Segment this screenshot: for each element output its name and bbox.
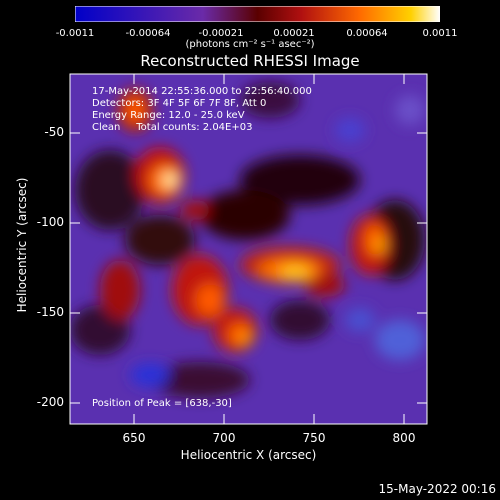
colorbar-tick-2: -0.00064 — [125, 28, 171, 39]
x-tick-marks — [133, 74, 405, 424]
annotation-time-range: 17-May-2014 22:55:36.000 to 22:56:40.000 — [92, 86, 312, 97]
annotation-clean-counts: Clean Total counts: 2.04E+03 — [92, 122, 253, 133]
timestamp: 15-May-2022 00:16 — [378, 482, 496, 496]
y-tick-label: -50 — [44, 125, 64, 139]
plot-frame — [69, 73, 428, 425]
annotation-energy-range: Energy Range: 12.0 - 25.0 keV — [92, 110, 245, 121]
colorbar-tick-5: 0.00064 — [346, 28, 388, 39]
colorbar-units: (photons cm⁻² s⁻¹ asec⁻²) — [185, 39, 315, 50]
colorbar — [75, 6, 440, 22]
y-tick-label: -200 — [36, 395, 64, 409]
annotation-detectors: Detectors: 3F 4F 5F 6F 7F 8F, Att 0 — [92, 98, 267, 109]
chart-title: Reconstructed RHESSI Image — [140, 52, 360, 70]
y-tick-label: -100 — [36, 215, 64, 229]
annotation-peak-position: Position of Peak = [638,-30] — [92, 398, 232, 409]
y-tick-label: -150 — [36, 305, 64, 319]
colorbar-tick-3: -0.00021 — [198, 28, 244, 39]
x-tick-label: 700 — [212, 431, 236, 445]
colorbar-tick-1: -0.0011 — [55, 28, 95, 39]
x-tick-label: 750 — [302, 431, 326, 445]
y-axis-label: Heliocentric Y (arcsec) — [15, 177, 29, 313]
colorbar-tick-6: 0.0011 — [422, 28, 458, 39]
x-axis-label: Heliocentric X (arcsec) — [180, 448, 317, 462]
x-tick-label: 800 — [392, 431, 416, 445]
heatmap-image — [70, 74, 427, 424]
colorbar-tick-4: 0.00021 — [273, 28, 315, 39]
colorbar-gradient — [75, 6, 440, 22]
x-tick-label: 650 — [122, 431, 146, 445]
y-tick-marks — [70, 132, 427, 404]
